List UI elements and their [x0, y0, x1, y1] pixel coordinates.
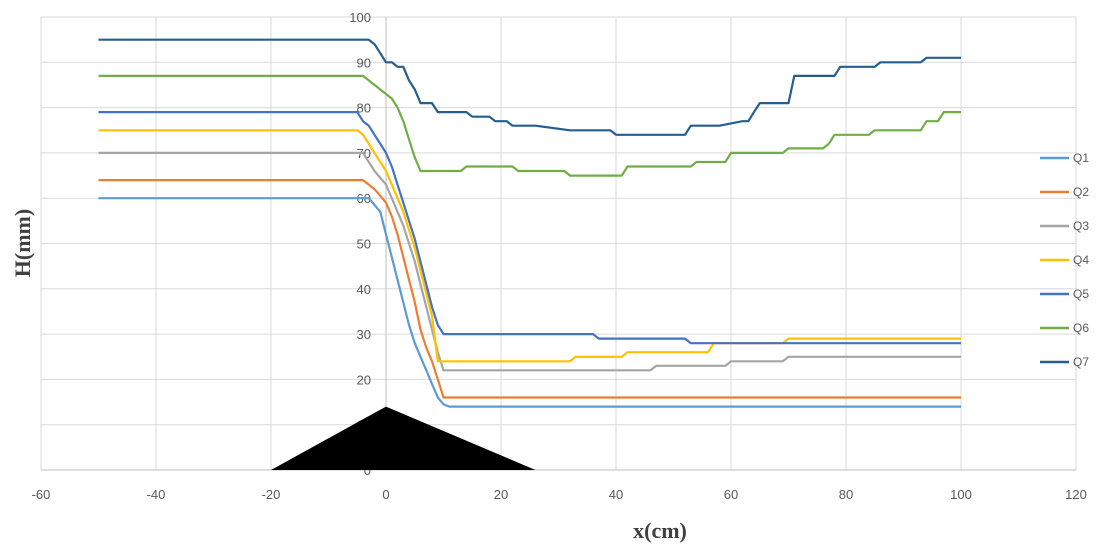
- series-line-q5: [98, 110, 961, 345]
- x-tick-label: -20: [262, 487, 281, 502]
- x-tick-label: -60: [32, 487, 51, 502]
- legend-label-q3: Q3: [1073, 219, 1089, 233]
- x-tick-label: 60: [724, 487, 738, 502]
- x-tick-label: 20: [494, 487, 508, 502]
- y-axis-title: H(mm): [10, 209, 35, 277]
- legend-label-q7: Q7: [1073, 355, 1089, 369]
- x-tick-label: 0: [382, 487, 389, 502]
- y-tick-label: 90: [357, 55, 371, 70]
- legend-label-q5: Q5: [1073, 287, 1089, 301]
- obstacle: [271, 406, 536, 470]
- series-line-q7: [98, 38, 961, 136]
- x-tick-label: 120: [1065, 487, 1087, 502]
- series-line-q6: [98, 74, 961, 177]
- series-line-q1: [98, 197, 961, 408]
- y-tick-labels: 0102030405060708090100: [349, 10, 371, 478]
- y-tick-label: 100: [349, 10, 371, 25]
- x-tick-label: 100: [950, 487, 972, 502]
- y-tick-label: 40: [357, 282, 371, 297]
- series-lines: [98, 38, 961, 408]
- series-line-q4: [98, 129, 961, 363]
- legend-label-q4: Q4: [1073, 253, 1089, 267]
- x-tick-label: -40: [147, 487, 166, 502]
- x-tick-labels: -60 -40 -20 0 20 40 60 80 100 120: [32, 487, 1087, 502]
- series-line-q3: [98, 151, 961, 372]
- triangle-obstacle: [271, 406, 536, 470]
- x-tick-label: 40: [609, 487, 623, 502]
- series-line-q2: [98, 179, 961, 399]
- y-tick-label: 0: [364, 463, 371, 478]
- y-tick-label: 50: [357, 237, 371, 252]
- y-tick-label: 20: [357, 372, 371, 387]
- x-axis-title: x(cm): [633, 518, 687, 543]
- y-tick-label: 30: [357, 327, 371, 342]
- legend-label-q1: Q1: [1073, 151, 1089, 165]
- legend-label-q2: Q2: [1073, 185, 1089, 199]
- x-tick-label: 80: [839, 487, 853, 502]
- y-tick-label: 80: [357, 101, 371, 116]
- legend-label-q6: Q6: [1073, 321, 1089, 335]
- legend: Q1 Q2 Q3 Q4 Q5 Q6 Q7: [1040, 151, 1089, 369]
